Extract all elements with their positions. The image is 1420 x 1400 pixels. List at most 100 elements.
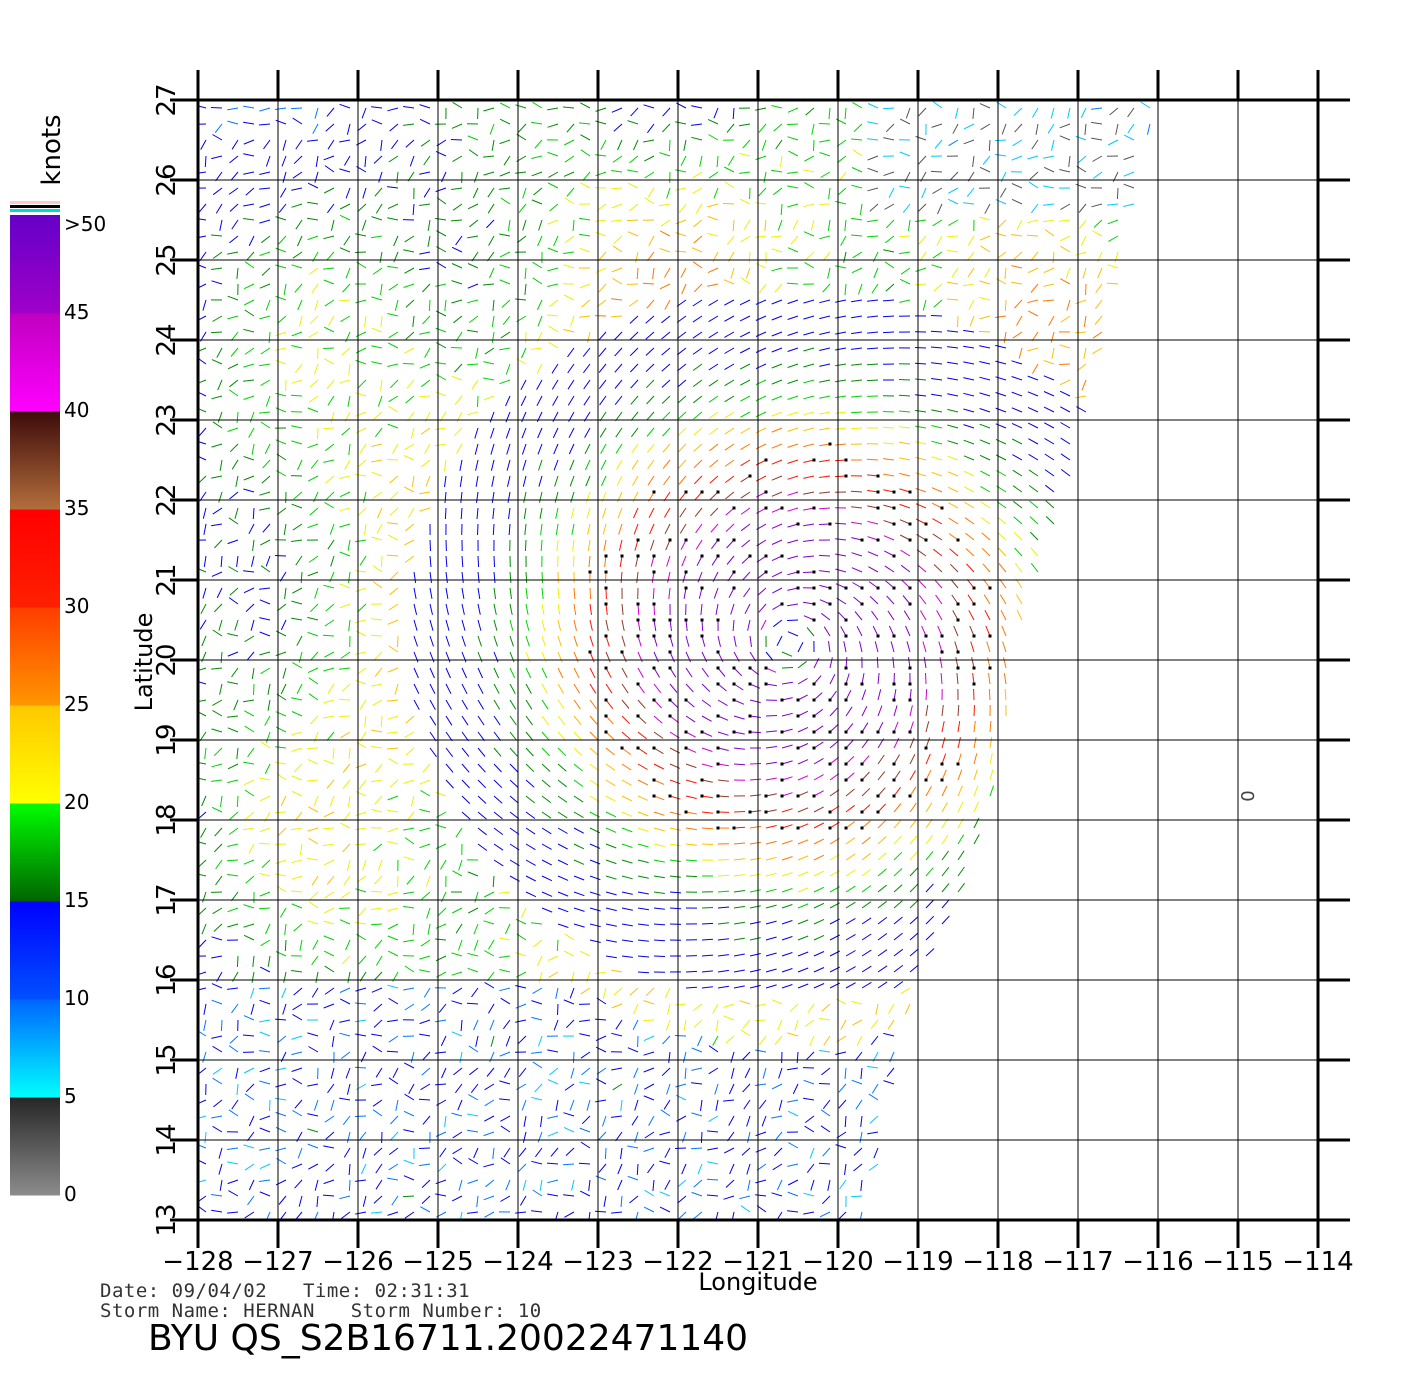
wind-vector — [419, 1033, 431, 1037]
wind-vector — [765, 825, 777, 829]
wind-vector — [773, 1147, 783, 1157]
wind-vector — [909, 689, 912, 701]
wind-vector — [557, 779, 567, 788]
wind-vector — [243, 379, 255, 382]
wind-vector — [323, 459, 335, 463]
wind-vector — [957, 801, 964, 813]
wind-vector — [199, 619, 207, 630]
wind-vector — [429, 571, 432, 583]
wind-vector — [617, 1163, 623, 1175]
wind-vector — [690, 1147, 703, 1150]
wind-vector — [327, 1083, 335, 1094]
wind-vector — [1043, 203, 1055, 206]
wind-vector — [861, 917, 872, 925]
wind-vector — [1107, 264, 1119, 269]
wind-vector — [346, 1083, 351, 1095]
wind-vector — [371, 1033, 383, 1037]
wind-vector — [475, 347, 479, 359]
wind-vector — [781, 856, 793, 861]
wind-vector — [524, 539, 527, 552]
wind-vector — [709, 459, 719, 468]
wind-vector — [980, 123, 991, 131]
wind-vector — [611, 107, 623, 113]
wind-vector — [198, 841, 207, 845]
rain-flag-marker — [796, 826, 800, 830]
wind-vector — [387, 841, 399, 845]
wind-vector — [354, 1002, 367, 1005]
wind-vector — [835, 315, 847, 319]
wind-vector — [979, 376, 991, 381]
wind-vector — [458, 859, 463, 871]
wind-vector — [557, 859, 569, 866]
wind-vector — [243, 587, 255, 594]
wind-vector — [259, 966, 271, 973]
rain-flag-marker — [812, 506, 816, 510]
wind-vector — [555, 987, 559, 999]
rain-flag-marker — [892, 778, 896, 782]
wind-vector — [803, 315, 815, 320]
wind-vector — [413, 667, 419, 679]
wind-vector — [307, 217, 319, 221]
wind-vector — [877, 673, 880, 685]
wind-vector — [685, 779, 697, 784]
wind-vector — [589, 683, 597, 694]
wind-vector — [589, 731, 599, 741]
wind-vector — [403, 123, 415, 126]
wind-vector — [661, 315, 671, 324]
wind-vector — [802, 571, 815, 573]
rain-flag-marker — [940, 762, 944, 766]
wind-vector — [445, 603, 449, 615]
wind-vector — [537, 315, 543, 327]
wind-vector — [493, 699, 501, 710]
wind-vector — [771, 443, 783, 449]
wind-vector — [691, 1112, 703, 1117]
wind-vector — [685, 715, 696, 723]
wind-vector — [697, 1035, 703, 1047]
wind-vector — [492, 507, 495, 519]
wind-vector — [572, 219, 575, 232]
rain-flag-marker — [812, 794, 816, 798]
wind-vector — [444, 475, 447, 487]
wind-vector — [323, 267, 335, 270]
wind-vector — [198, 777, 207, 781]
wind-vector — [742, 571, 751, 581]
wind-vector — [761, 139, 767, 151]
wind-vector — [259, 891, 271, 897]
wind-vector — [589, 603, 592, 615]
colorbar-tick-label: >50 — [64, 212, 106, 236]
wind-vector — [387, 907, 399, 912]
wind-vector — [726, 555, 735, 565]
wind-vector — [248, 1179, 255, 1191]
wind-vector — [850, 138, 863, 141]
wind-vector — [387, 107, 399, 112]
wind-vector — [264, 715, 271, 726]
wind-vector — [327, 139, 335, 150]
wind-vector — [717, 747, 729, 751]
wind-vector — [279, 187, 287, 198]
wind-vector — [883, 458, 895, 461]
wind-vector — [643, 1051, 655, 1056]
rain-flag-marker — [940, 506, 944, 510]
wind-vector — [740, 491, 751, 499]
wind-vector — [995, 153, 1007, 157]
wind-vector — [997, 219, 1007, 229]
wind-vector — [749, 635, 752, 647]
wind-vector — [931, 456, 943, 461]
wind-vector — [889, 1051, 895, 1063]
wind-vector — [562, 1163, 575, 1166]
rain-flag-marker — [892, 586, 896, 590]
wind-vector — [563, 999, 575, 1005]
rain-flag-marker — [972, 682, 976, 686]
wind-vector — [1043, 219, 1055, 223]
wind-vector — [932, 518, 943, 525]
wind-vector — [413, 651, 419, 663]
wind-vector — [541, 795, 552, 803]
wind-vector — [781, 888, 793, 893]
wind-vector — [728, 1115, 735, 1126]
wind-vector — [557, 603, 561, 615]
wind-vector — [468, 315, 479, 324]
rain-flag-marker — [684, 618, 688, 622]
wind-vector — [701, 763, 713, 768]
wind-vector — [679, 523, 687, 534]
wind-vector — [1011, 281, 1023, 285]
